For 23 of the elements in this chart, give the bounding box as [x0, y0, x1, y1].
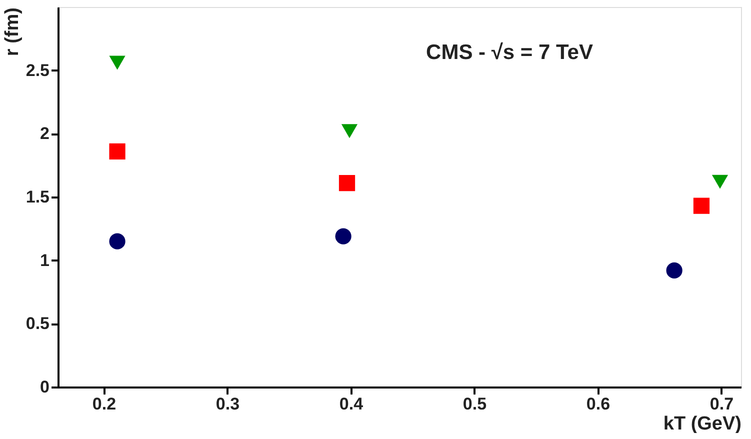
x-tick-label: 0.4	[339, 394, 364, 414]
point	[341, 124, 358, 138]
x-tick-label: 0.5	[462, 394, 487, 414]
x-tick-label: 0.6	[586, 394, 610, 414]
y-tick-label: 0	[40, 378, 50, 396]
point	[666, 262, 682, 279]
point	[109, 56, 126, 70]
annotation: CMS - √s = 7 TeV	[426, 41, 593, 64]
point	[712, 174, 728, 189]
y-tick-label: 1.5	[26, 188, 50, 206]
x-tick-label: 0.2	[92, 394, 116, 414]
point	[109, 143, 126, 160]
y-axis-title: r (fm)	[2, 8, 23, 56]
y-tick-label: 2.5	[26, 60, 50, 80]
x-tick-label: 0.7	[710, 394, 734, 414]
point	[335, 228, 352, 244]
point	[693, 198, 710, 214]
x-tick-label: 0.3	[216, 394, 240, 414]
point	[338, 175, 356, 192]
y-tick-label: 1	[40, 250, 50, 270]
y-tick-label: 2	[40, 124, 50, 144]
point	[109, 233, 126, 250]
y-tick-label: 0.5	[26, 314, 50, 334]
